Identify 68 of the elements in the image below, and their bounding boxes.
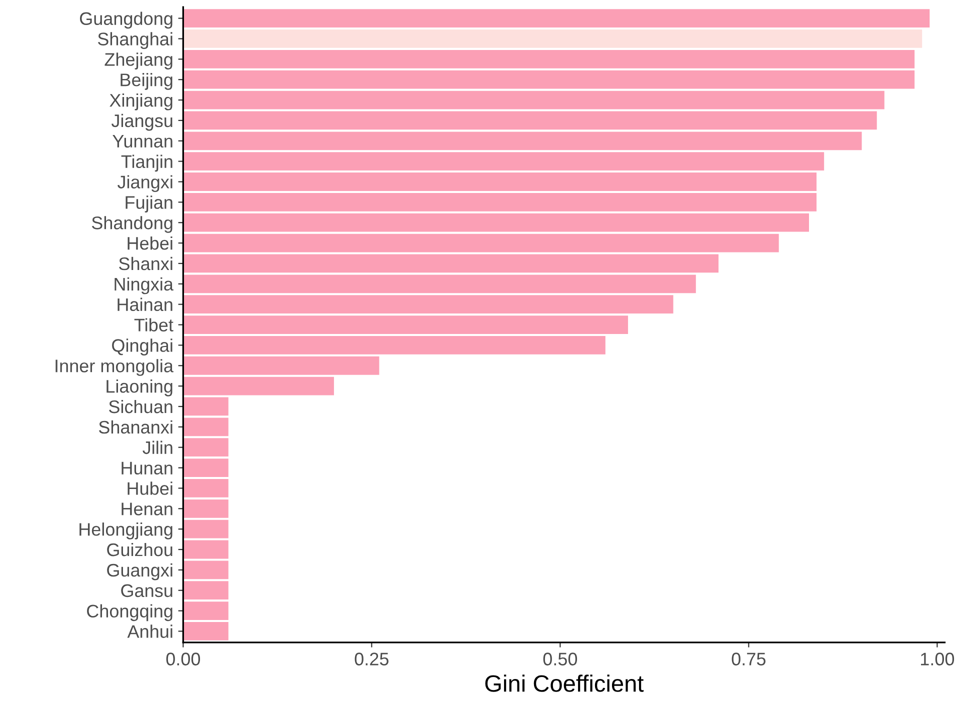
bar bbox=[183, 560, 228, 580]
y-tick-label: Chongqing bbox=[87, 604, 172, 622]
y-tick-label: Liaoning bbox=[106, 380, 172, 396]
y-tick-label: Hubei bbox=[128, 482, 172, 495]
x-tick-label: 0.50 bbox=[543, 652, 578, 666]
y-tick-label: Anhui bbox=[127, 624, 172, 638]
bar bbox=[183, 458, 228, 477]
y-tick-label: Jiangxi bbox=[118, 175, 172, 192]
y-tick-label: Inner mongolia bbox=[56, 359, 174, 376]
y-tick-label: Sichuan bbox=[109, 400, 172, 414]
bar bbox=[183, 152, 824, 171]
y-tick-label: Hainan bbox=[118, 298, 172, 312]
y-tick-label: Jiangsu bbox=[111, 114, 172, 131]
bar bbox=[183, 90, 884, 110]
bar bbox=[183, 192, 817, 212]
bar bbox=[183, 356, 380, 375]
bar bbox=[183, 336, 606, 354]
y-tick-label: Henan bbox=[122, 502, 172, 516]
x-tick-label: 0.00 bbox=[166, 652, 200, 666]
bar bbox=[183, 520, 228, 538]
y-tick-label: Guizhou bbox=[107, 542, 172, 556]
x-axis-title: Gini Coefficient bbox=[485, 674, 644, 692]
y-tick-label: Zhejiang bbox=[104, 52, 172, 70]
bar bbox=[183, 295, 674, 314]
bar bbox=[183, 418, 228, 436]
y-tick-label: Hunan bbox=[122, 462, 172, 474]
bar bbox=[183, 254, 719, 273]
bar bbox=[183, 132, 862, 150]
y-tick-label: Tibet bbox=[134, 318, 174, 332]
bar bbox=[183, 70, 915, 89]
x-tick-label: 0.25 bbox=[354, 652, 388, 666]
bar bbox=[183, 499, 228, 518]
bar bbox=[183, 540, 228, 559]
bar bbox=[183, 581, 228, 600]
y-tick-label: Guangdong bbox=[80, 12, 172, 29]
y-tick-label: Gansu bbox=[121, 584, 172, 598]
y-tick-label: Shandong bbox=[92, 216, 172, 233]
y-tick-label: Shanghai bbox=[98, 32, 172, 50]
y-tick-label: Hebei bbox=[128, 236, 172, 250]
y-tick-label: Qinghai bbox=[112, 338, 172, 356]
y-tick-label: Guangxi bbox=[107, 563, 172, 580]
bar bbox=[183, 111, 877, 130]
bar bbox=[183, 30, 922, 48]
y-tick-label: Shananxi bbox=[98, 420, 172, 434]
y-tick-label: Helongjiang bbox=[80, 522, 172, 540]
bar bbox=[183, 479, 228, 498]
bar bbox=[183, 9, 930, 28]
bar bbox=[183, 316, 628, 334]
bar bbox=[183, 172, 817, 191]
bar bbox=[183, 274, 696, 294]
bar bbox=[183, 213, 809, 232]
y-tick-label: Yunnan bbox=[112, 135, 172, 148]
bar bbox=[183, 234, 779, 252]
bar bbox=[183, 50, 915, 68]
y-tick-label: Ningxia bbox=[114, 277, 174, 294]
bar bbox=[183, 602, 228, 620]
bar bbox=[183, 622, 228, 640]
bar bbox=[183, 376, 334, 396]
y-tick-label: Fujian bbox=[126, 196, 172, 212]
bar bbox=[183, 438, 228, 457]
y-tick-label: Beijing bbox=[120, 73, 172, 90]
y-tick-label: Jilin bbox=[142, 440, 172, 454]
x-tick-label: 1.00 bbox=[920, 652, 954, 666]
x-tick-label: 0.75 bbox=[732, 652, 766, 666]
y-tick-label: Tianjin bbox=[121, 154, 172, 172]
y-tick-label: Xinjiang bbox=[110, 93, 172, 110]
y-tick-label: Shanxi bbox=[119, 256, 172, 270]
bar bbox=[183, 397, 228, 416]
